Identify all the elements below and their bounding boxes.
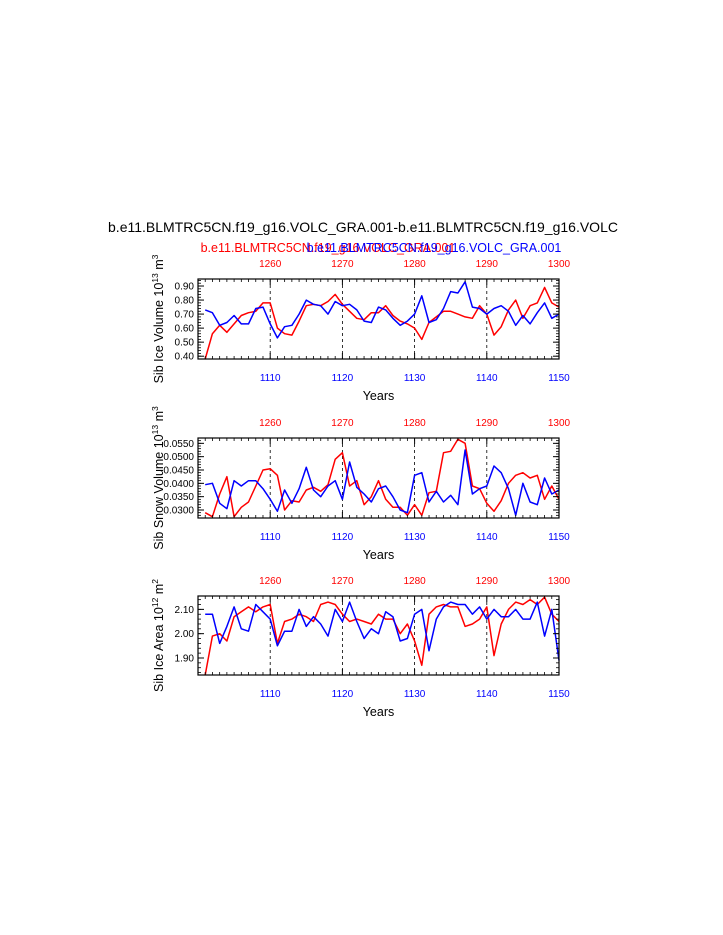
- y-tick-label: 0.0400: [163, 479, 194, 490]
- y-axis-label-text: m: [152, 259, 166, 273]
- y-tick-label: 0.60: [175, 324, 195, 335]
- y-tick-label: 2.10: [175, 605, 195, 616]
- blue-series-line: [205, 601, 560, 661]
- x-top-tick-label: 1270: [331, 418, 354, 429]
- x-top-tick-label: 1300: [548, 576, 571, 587]
- chart-panel-3: 1.90 2.00 2.10 1110 1120 1130 1140 1150 1260 1270…: [150, 576, 571, 719]
- y-tick-label: 0.50: [175, 338, 195, 349]
- x-top-tick-label: 1300: [548, 418, 571, 429]
- y-tick-label: 0.0450: [163, 466, 194, 477]
- x-bottom-tick-label: 1150: [548, 689, 570, 700]
- x-axis-label: Years: [363, 705, 395, 719]
- y-axis-label: Sib Ice Volume 1013 m3: [150, 254, 166, 383]
- x-bottom-tick-label: 1110: [260, 689, 281, 700]
- y-tick-label: 0.40: [175, 352, 195, 363]
- x-top-tick-label: 1260: [259, 418, 282, 429]
- x-top-tick-label: 1270: [331, 259, 354, 270]
- red-series-line: [204, 438, 560, 518]
- legend-blue-label: b.e11.BLMTRC5CN.f19_g16.VOLC_GRA.001: [307, 241, 562, 255]
- plot-frame: [197, 595, 560, 676]
- x-top-tick-label: 1280: [403, 259, 426, 270]
- x-top-tick-label: 1260: [259, 259, 282, 270]
- red-series-line: [204, 596, 560, 676]
- y-tick-label: 0.70: [175, 310, 195, 321]
- y-axis-label-text: Sib Ice Area 10: [152, 607, 166, 692]
- x-bottom-tick-label: 1110: [260, 373, 281, 384]
- y-tick-label: 0.80: [175, 296, 195, 307]
- x-bottom-tick-label: 1120: [332, 532, 354, 543]
- x-bottom-tick-label: 1120: [332, 373, 354, 384]
- blue-series-line: [205, 449, 560, 517]
- x-bottom-tick-label: 1140: [476, 532, 498, 543]
- y-axis-label-exponent: 3: [150, 254, 160, 259]
- blue-series-line: [204, 281, 560, 339]
- x-bottom-tick-label: 1150: [548, 373, 570, 384]
- chart-panel-1: 0.40 0.50 0.60 0.70 0.80 0.90 1110 1120 1130 1140…: [150, 254, 571, 403]
- y-axis-label-text: m: [152, 584, 166, 598]
- y-axis-label-exponent: 13: [150, 273, 160, 283]
- x-bottom-tick-label: 1130: [404, 689, 426, 700]
- y-tick-label: 0.0550: [163, 439, 194, 450]
- y-axis-label-text: Sib Ice Volume 10: [152, 283, 166, 384]
- y-tick-label: 0.90: [175, 282, 195, 293]
- y-axis-label: Sib Snow Volume 1013 m3: [150, 406, 166, 550]
- y-axis-label-text: Sib Snow Volume 10: [152, 434, 166, 549]
- x-top-tick-label: 1290: [476, 259, 499, 270]
- x-top-tick-label: 1300: [548, 259, 571, 270]
- x-top-tick-label: 1280: [403, 576, 426, 587]
- y-tick-label: 0.0300: [163, 506, 194, 517]
- y-axis-label-exponent: 3: [150, 406, 160, 411]
- red-series-line: [204, 286, 560, 360]
- y-tick-label: 0.0350: [163, 492, 194, 503]
- y-axis-label-exponent: 12: [150, 597, 160, 607]
- plot-frame: [197, 437, 560, 519]
- x-bottom-tick-label: 1150: [548, 532, 570, 543]
- legend-red-label: b.e11.BLMTRC5CN.f19_g16.VOLC_GRA.001: [201, 241, 456, 255]
- y-axis-label: Sib Ice Area 1012 m2: [150, 579, 166, 692]
- figure-title: b.e11.BLMTRC5CN.f19_g16.VOLC_GRA.001-b.e…: [108, 219, 618, 235]
- x-bottom-tick-label: 1130: [404, 373, 426, 384]
- x-top-tick-label: 1290: [476, 576, 499, 587]
- x-top-tick-label: 1260: [259, 576, 282, 587]
- y-tick-label: 1.90: [175, 653, 195, 664]
- chart-panel-2: 0.0300 0.0350 0.0400 0.0450 0.0500 0.0550 1110…: [150, 406, 571, 562]
- x-bottom-tick-label: 1130: [404, 532, 426, 543]
- y-tick-label: 2.00: [175, 629, 195, 640]
- x-top-tick-label: 1280: [403, 418, 426, 429]
- x-axis-label: Years: [363, 389, 395, 403]
- x-axis-label: Years: [363, 548, 395, 562]
- y-axis-label-exponent: 2: [150, 579, 160, 584]
- y-axis-label-exponent: 13: [150, 425, 160, 435]
- x-top-tick-label: 1270: [331, 576, 354, 587]
- x-bottom-tick-label: 1120: [332, 689, 354, 700]
- y-tick-label: 0.0500: [163, 452, 194, 463]
- x-bottom-tick-label: 1140: [476, 373, 498, 384]
- x-bottom-tick-label: 1110: [260, 532, 281, 543]
- y-axis-label-text: m: [152, 411, 166, 425]
- x-bottom-tick-label: 1140: [476, 689, 498, 700]
- x-top-tick-label: 1290: [476, 418, 499, 429]
